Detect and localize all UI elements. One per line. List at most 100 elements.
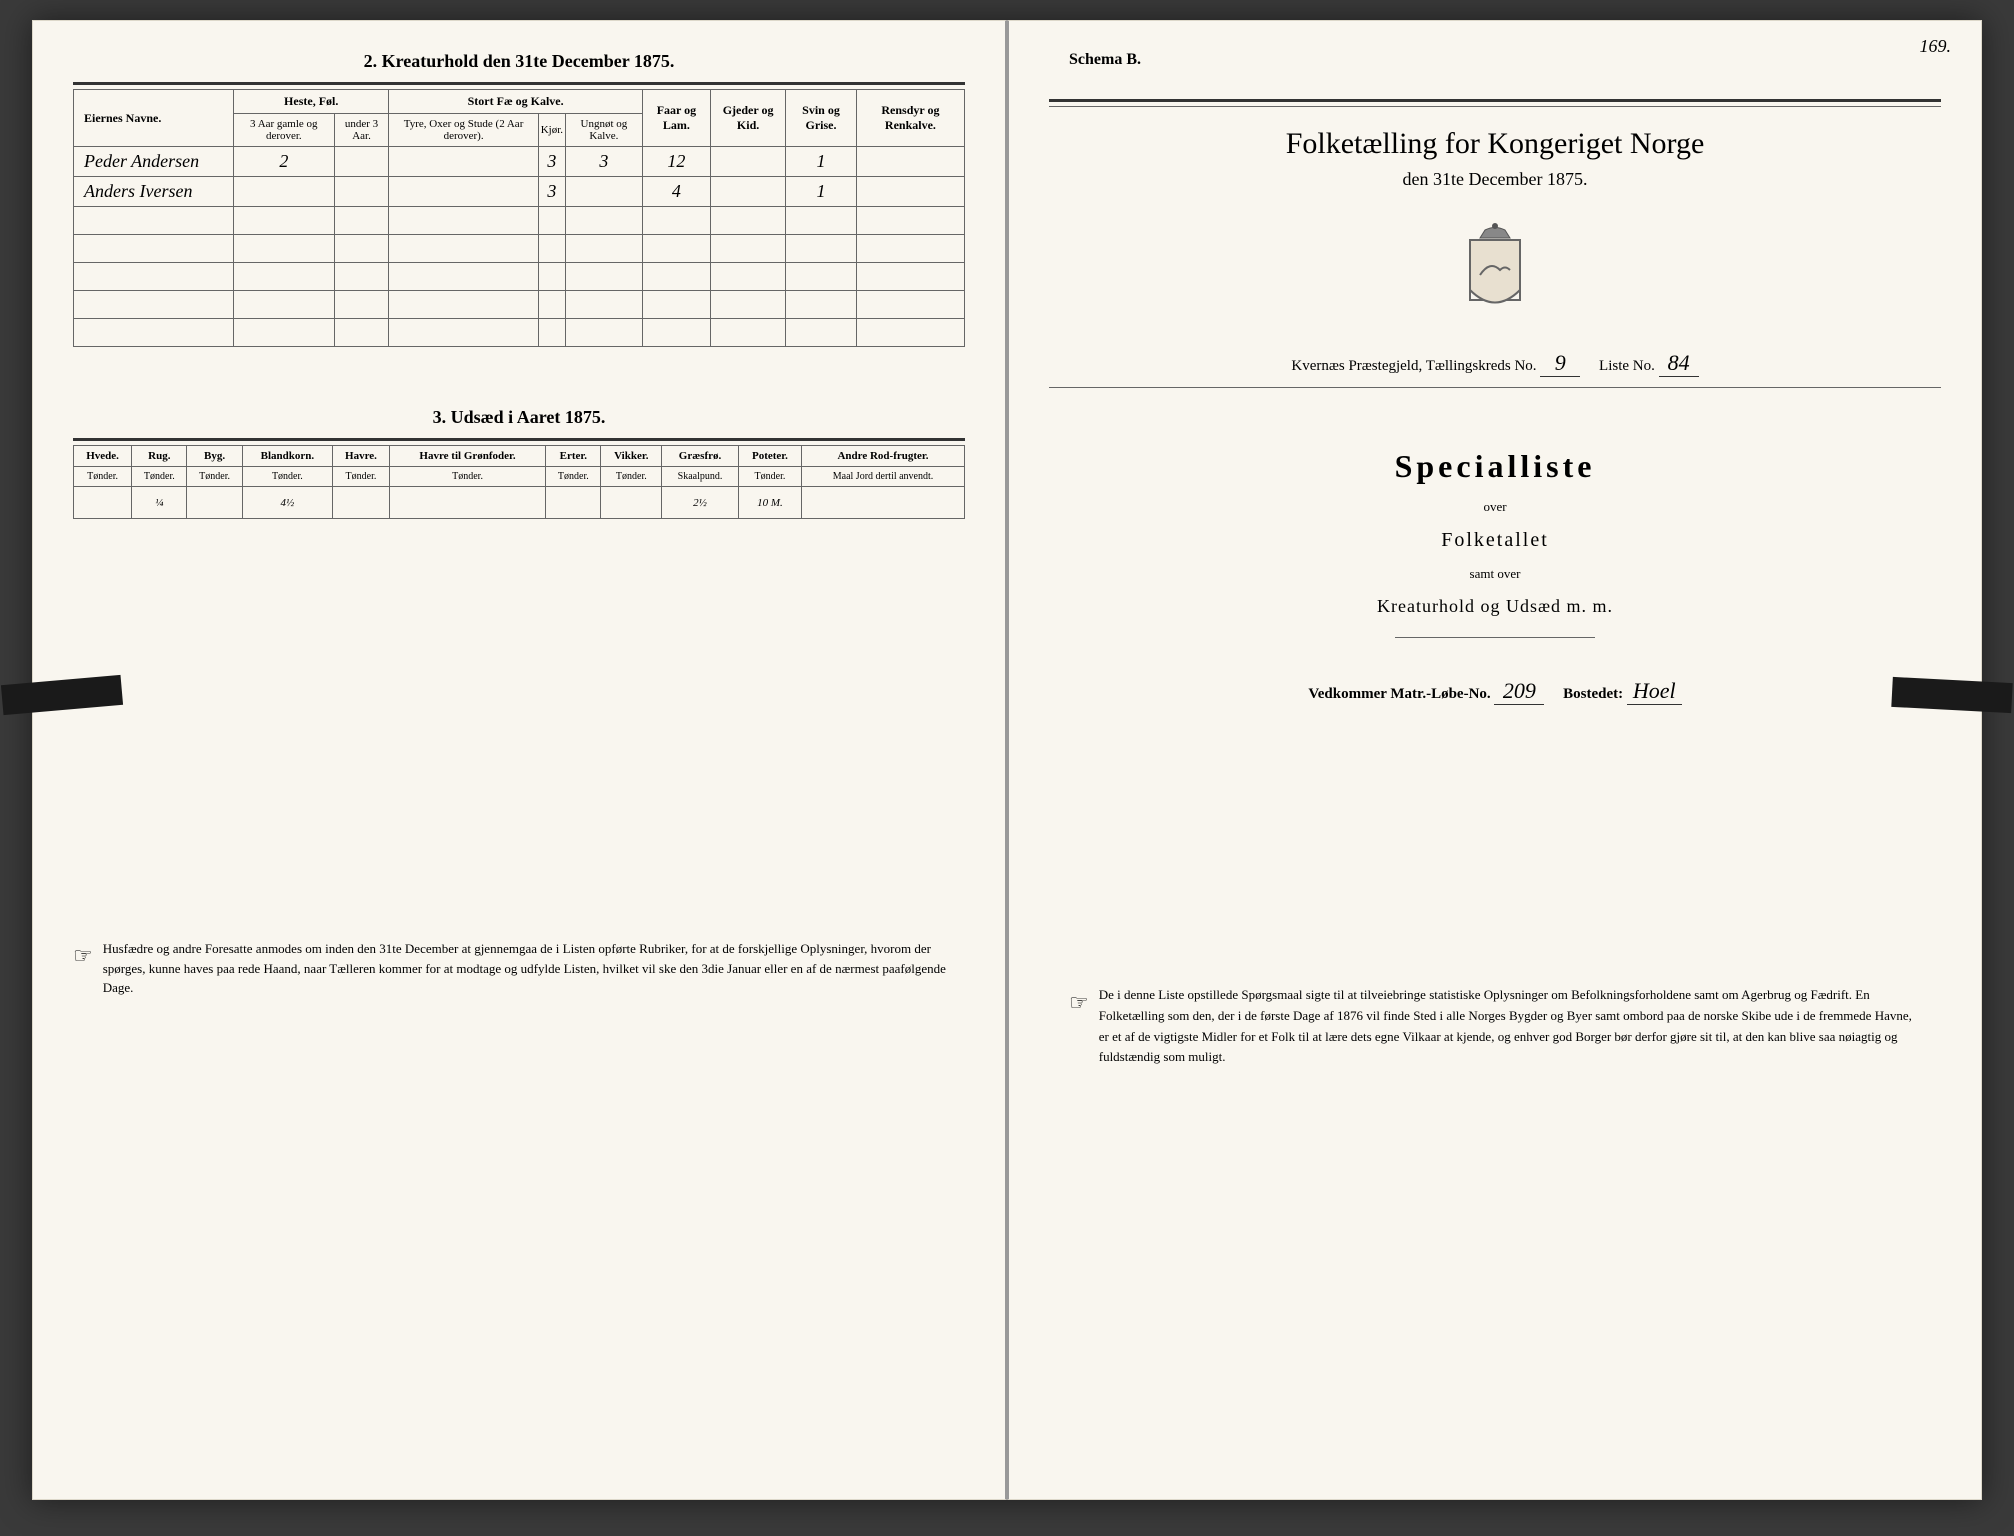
- vedkommer-label1: Vedkommer Matr.-Løbe-No.: [1308, 686, 1490, 702]
- cell: [333, 487, 390, 519]
- coat-of-arms-icon: [1455, 220, 1535, 320]
- col-stort-sub3: Ungnøt og Kalve.: [566, 114, 643, 147]
- kreds-no: 9: [1540, 350, 1580, 377]
- livestock-table: Eiernes Navne. Heste, Føl. Stort Fæ og K…: [73, 89, 965, 347]
- unit: Tønder.: [389, 467, 545, 487]
- col-heste: Heste, Føl.: [234, 90, 389, 114]
- cell: 1: [786, 147, 857, 177]
- col-blandkorn: Blandkorn.: [242, 446, 332, 467]
- sub-samt: samt over: [1049, 566, 1941, 582]
- table-row-empty: [74, 291, 965, 319]
- cell: [856, 147, 964, 177]
- unit: Maal Jord dertil anvendt.: [802, 467, 965, 487]
- cell: [334, 147, 389, 177]
- unit: Tønder.: [74, 467, 132, 487]
- livestock-tbody: Peder Andersen 2 3 3 12 1 Anders Iversen: [74, 147, 965, 347]
- table-row: Anders Iversen 3 4 1: [74, 177, 965, 207]
- cell: [601, 487, 662, 519]
- section2-title: 2. Kreaturhold den 31te December 1875.: [73, 51, 965, 72]
- divider: [1049, 99, 1941, 102]
- cell: [187, 487, 242, 519]
- cell: 12: [642, 147, 710, 177]
- col-eiernes-navne: Eiernes Navne.: [74, 90, 234, 147]
- section3-title: 3. Udsæd i Aaret 1875.: [73, 407, 965, 428]
- divider: [1049, 106, 1941, 107]
- col-rug: Rug.: [132, 446, 187, 467]
- col-stort-fae: Stort Fæ og Kalve.: [389, 90, 642, 114]
- cell: [389, 487, 545, 519]
- unit: Skaalpund.: [662, 467, 739, 487]
- cell: 3: [566, 147, 643, 177]
- cell: 2½: [662, 487, 739, 519]
- cell: [74, 487, 132, 519]
- col-vikker: Vikker.: [601, 446, 662, 467]
- cell-navn: Peder Andersen: [74, 147, 234, 177]
- cell: [711, 177, 786, 207]
- cell: [389, 177, 538, 207]
- pointing-hand-icon: ☞: [73, 939, 93, 998]
- table-row-empty: [74, 207, 965, 235]
- cell: [856, 177, 964, 207]
- col-svin: Svin og Grise.: [786, 90, 857, 147]
- col-erter: Erter.: [546, 446, 601, 467]
- cell: ¼: [132, 487, 187, 519]
- meta-line: Kvernæs Præstegjeld, Tællingskreds No. 9…: [1049, 350, 1941, 377]
- col-rensdyr: Rensdyr og Renkalve.: [856, 90, 964, 147]
- cell: [566, 177, 643, 207]
- cell: [334, 177, 389, 207]
- unit: Tønder.: [546, 467, 601, 487]
- vedkommer-label2: Bostedet:: [1563, 686, 1623, 702]
- cell: 1: [786, 177, 857, 207]
- table-row: Peder Andersen 2 3 3 12 1: [74, 147, 965, 177]
- divider: [73, 82, 965, 85]
- left-footnote: ☞ Husfædre og andre Foresatte anmodes om…: [73, 939, 965, 998]
- right-page: 169. Schema B. Folketælling for Kongerig…: [1007, 20, 1982, 1500]
- bosted: Hoel: [1627, 678, 1682, 705]
- liste-no: 84: [1659, 350, 1699, 377]
- section3: 3. Udsæd i Aaret 1875. Hvede. Rug. Byg. …: [73, 407, 965, 519]
- col-poteter: Poteter.: [738, 446, 801, 467]
- cell-navn: Anders Iversen: [74, 177, 234, 207]
- liste-label: Liste No.: [1599, 358, 1655, 374]
- unit: Tønder.: [333, 467, 390, 487]
- table-row: ¼ 4½ 2½ 10 M.: [74, 487, 965, 519]
- col-stort-sub2: Kjør.: [538, 114, 565, 147]
- col-hvede: Hvede.: [74, 446, 132, 467]
- col-andre: Andre Rod-frugter.: [802, 446, 965, 467]
- schema-label: Schema B.: [1069, 51, 1941, 69]
- document-spread: 2. Kreaturhold den 31te December 1875. E…: [32, 20, 1982, 1500]
- col-heste-sub1: 3 Aar gamle og derover.: [234, 114, 335, 147]
- prestegjeld-label: Kvernæs Præstegjeld, Tællingskreds No.: [1291, 358, 1536, 374]
- census-title: Folketælling for Kongeriget Norge: [1049, 127, 1941, 161]
- unit: Tønder.: [738, 467, 801, 487]
- cell: [389, 147, 538, 177]
- divider: [73, 438, 965, 441]
- unit: Tønder.: [601, 467, 662, 487]
- table-row-empty: [74, 235, 965, 263]
- cell: 3: [538, 177, 565, 207]
- col-byg: Byg.: [187, 446, 242, 467]
- col-faar: Faar og Lam.: [642, 90, 710, 147]
- col-stort-sub1: Tyre, Oxer og Stude (2 Aar derover).: [389, 114, 538, 147]
- sub-over: over: [1049, 499, 1941, 515]
- cell: [802, 487, 965, 519]
- cell: [711, 147, 786, 177]
- census-subtitle: den 31te December 1875.: [1049, 169, 1941, 190]
- footnote-text: Husfædre og andre Foresatte anmodes om i…: [103, 939, 965, 998]
- col-graesfro: Græsfrø.: [662, 446, 739, 467]
- right-footnote: ☞ De i denne Liste opstillede Spørgsmaal…: [1049, 985, 1941, 1068]
- col-havre: Havre.: [333, 446, 390, 467]
- vedkommer-line: Vedkommer Matr.-Løbe-No. 209 Bostedet: H…: [1049, 678, 1941, 705]
- col-gjeder: Gjeder og Kid.: [711, 90, 786, 147]
- binder-clip-right: [1891, 677, 2012, 713]
- unit: Tønder.: [187, 467, 242, 487]
- matr-no: 209: [1494, 678, 1544, 705]
- table-row-empty: [74, 263, 965, 291]
- divider: [1395, 637, 1595, 638]
- unit: Tønder.: [132, 467, 187, 487]
- cell: [546, 487, 601, 519]
- cell: [234, 177, 335, 207]
- page-number: 169.: [1920, 36, 1952, 57]
- footnote-text: De i denne Liste opstillede Spørgsmaal s…: [1099, 985, 1921, 1068]
- table-row-empty: [74, 319, 965, 347]
